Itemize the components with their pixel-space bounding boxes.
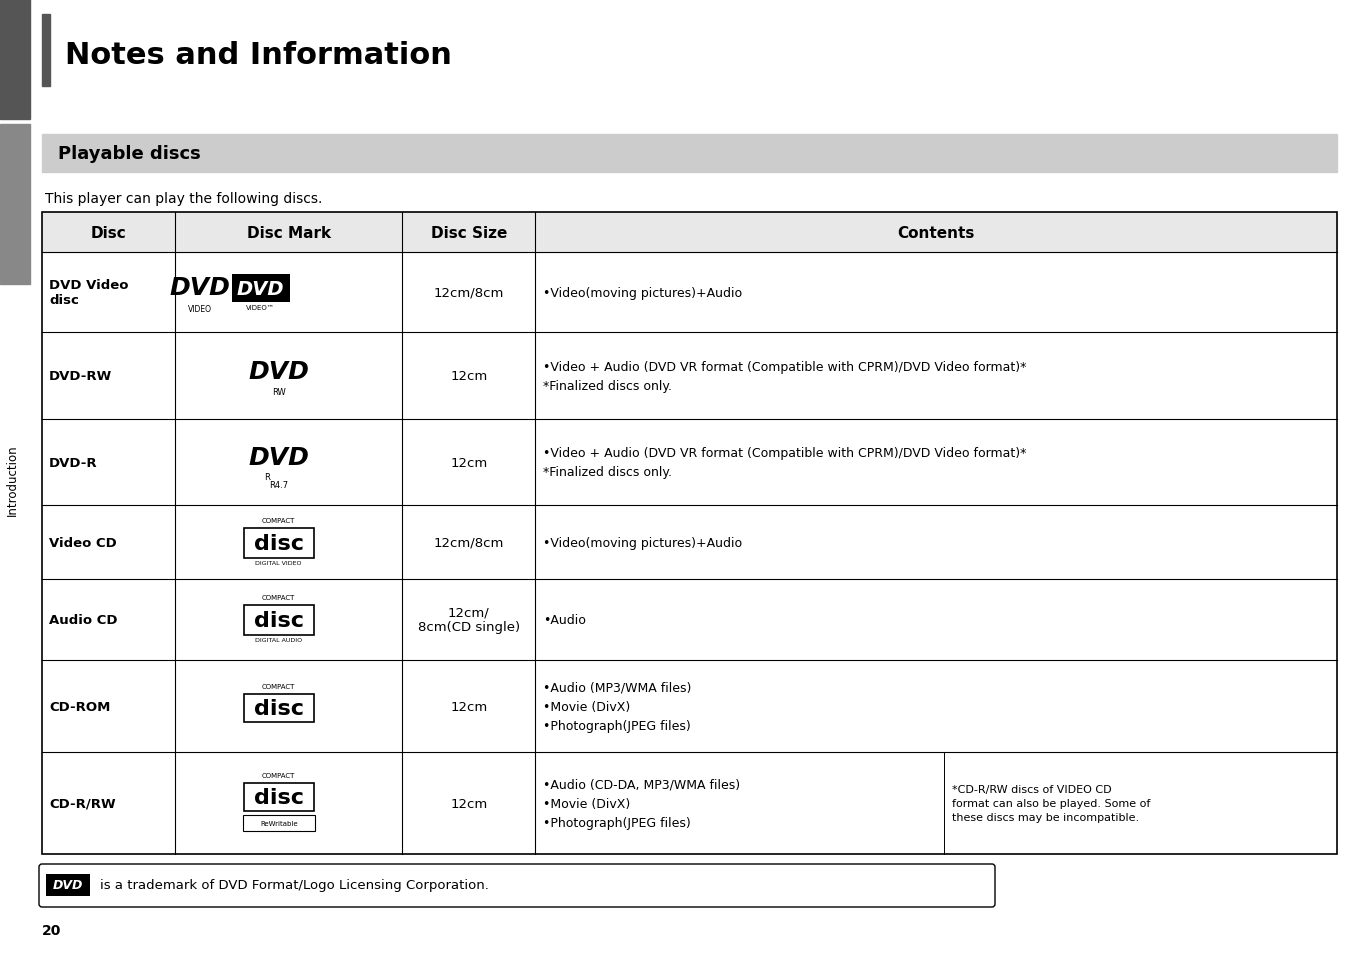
Text: DIGITAL AUDIO: DIGITAL AUDIO: [255, 638, 302, 642]
Text: COMPACT: COMPACT: [262, 595, 296, 600]
Text: Audio CD: Audio CD: [49, 614, 117, 626]
Text: DVD Video
disc: DVD Video disc: [49, 279, 128, 307]
Bar: [244, 606, 313, 636]
FancyBboxPatch shape: [39, 864, 995, 907]
Text: DVD: DVD: [248, 446, 309, 470]
Bar: [244, 695, 313, 722]
Text: 12cm/
8cm(CD single): 12cm/ 8cm(CD single): [417, 606, 520, 634]
Bar: [42, 15, 50, 87]
Text: 12cm/8cm: 12cm/8cm: [433, 286, 504, 299]
Text: •Video(moving pictures)+Audio: •Video(moving pictures)+Audio: [544, 286, 743, 299]
Text: disc: disc: [254, 787, 304, 807]
Text: CD-ROM: CD-ROM: [49, 700, 111, 713]
Bar: [0, 0, 30, 120]
Text: disc: disc: [254, 611, 304, 631]
Text: •Video(moving pictures)+Audio: •Video(moving pictures)+Audio: [544, 537, 743, 549]
Text: disc: disc: [254, 534, 304, 554]
Text: Notes and Information: Notes and Information: [65, 40, 452, 70]
Text: This player can play the following discs.: This player can play the following discs…: [45, 192, 323, 206]
Text: DVD: DVD: [53, 878, 84, 891]
Text: •Video + Audio (DVD VR format (Compatible with CPRM)/DVD Video format)*
*Finaliz: •Video + Audio (DVD VR format (Compatibl…: [544, 360, 1027, 392]
Text: Disc Size: Disc Size: [431, 225, 506, 240]
Text: ReWritable: ReWritable: [261, 821, 297, 826]
Text: 12cm: 12cm: [450, 797, 487, 810]
Text: •Audio (MP3/WMA files)
•Movie (DivX)
•Photograph(JPEG files): •Audio (MP3/WMA files) •Movie (DivX) •Ph…: [544, 680, 691, 732]
Bar: [46, 874, 90, 896]
Text: DIGITAL VIDEO: DIGITAL VIDEO: [255, 560, 302, 565]
Text: Playable discs: Playable discs: [58, 145, 201, 163]
Bar: [42, 135, 1336, 172]
Text: RW: RW: [271, 388, 286, 396]
Text: COMPACT: COMPACT: [262, 517, 296, 524]
Text: DVD: DVD: [170, 275, 231, 300]
Text: VIDEO™: VIDEO™: [246, 305, 275, 311]
Text: VIDEO: VIDEO: [189, 304, 212, 314]
Text: 20: 20: [42, 923, 61, 937]
Bar: [42, 213, 1336, 854]
Bar: [232, 274, 290, 303]
Bar: [243, 816, 315, 831]
Bar: [244, 529, 313, 558]
Text: 12cm: 12cm: [450, 370, 487, 383]
Text: COMPACT: COMPACT: [262, 683, 296, 689]
Text: •Audio: •Audio: [544, 614, 586, 626]
Text: DVD-R: DVD-R: [49, 456, 97, 469]
Text: Introduction: Introduction: [5, 444, 19, 516]
Text: disc: disc: [254, 699, 304, 719]
Bar: [244, 783, 313, 811]
Text: *CD-R/RW discs of VIDEO CD
format can also be played. Some of
these discs may be: *CD-R/RW discs of VIDEO CD format can al…: [952, 784, 1150, 822]
Text: Contents: Contents: [898, 225, 975, 240]
Text: Video CD: Video CD: [49, 537, 116, 549]
Text: DVD: DVD: [236, 279, 285, 298]
Text: DVD: DVD: [248, 359, 309, 383]
Text: Disc Mark: Disc Mark: [247, 225, 331, 240]
Text: 12cm: 12cm: [450, 456, 487, 469]
Text: Disc: Disc: [90, 225, 127, 240]
Text: R: R: [263, 472, 270, 481]
Text: DVD-RW: DVD-RW: [49, 370, 112, 383]
Bar: [42, 213, 1336, 253]
Text: CD-R/RW: CD-R/RW: [49, 797, 116, 810]
Text: 12cm: 12cm: [450, 700, 487, 713]
Text: 12cm/8cm: 12cm/8cm: [433, 537, 504, 549]
Text: •Audio (CD-DA, MP3/WMA files)
•Movie (DivX)
•Photograph(JPEG files): •Audio (CD-DA, MP3/WMA files) •Movie (Di…: [544, 778, 741, 829]
Text: is a trademark of DVD Format/Logo Licensing Corporation.: is a trademark of DVD Format/Logo Licens…: [100, 878, 489, 891]
Text: COMPACT: COMPACT: [262, 772, 296, 779]
Text: •Video + Audio (DVD VR format (Compatible with CPRM)/DVD Video format)*
*Finaliz: •Video + Audio (DVD VR format (Compatibl…: [544, 447, 1027, 478]
Text: R4.7: R4.7: [269, 480, 289, 489]
Bar: [0, 125, 30, 285]
